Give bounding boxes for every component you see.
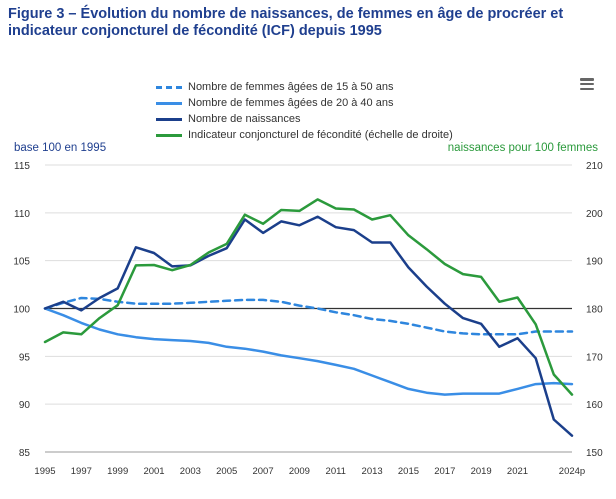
legend-swatch-births [156,117,182,121]
left-tick-label: 115 [14,161,30,172]
right-tick-label: 200 [586,209,603,220]
left-tick-label: 95 [19,352,31,363]
right-tick-label: 180 [586,305,603,316]
left-tick-label: 100 [13,305,30,316]
menu-bar [580,78,594,81]
left-tick-label: 105 [13,257,30,268]
legend-label-births: Nombre de naissances [188,113,301,125]
legend-swatch-icf [156,133,182,137]
x-tick-label: 2003 [180,466,201,477]
right-tick-label: 190 [586,257,603,268]
x-tick-label: 2015 [398,466,419,477]
x-tick-label: 2005 [216,466,237,477]
left-tick-label: 90 [19,400,31,411]
figure-title: Figure 3 – Évolution du nombre de naissa… [8,6,608,40]
legend-item-births[interactable]: Nombre de naissances [156,111,453,127]
right-tick-label: 210 [586,161,603,172]
legend-item-icf[interactable]: Indicateur conjoncturel de fécondité (éc… [156,127,453,143]
x-tick-label: 2013 [362,466,383,477]
x-tick-label: 2021 [507,466,528,477]
series-line-icf [43,198,574,396]
x-tick-label: 1995 [34,466,55,477]
series-line-births [43,215,574,437]
legend-item-women-20-40[interactable]: Nombre de femmes âgées de 20 à 40 ans [156,95,453,111]
right-tick-label: 170 [586,352,603,363]
x-tick-label: 2011 [326,466,346,477]
legend-label-women-15-50: Nombre de femmes âgées de 15 à 50 ans [188,81,394,93]
figure-title-line-1: Figure 3 – Évolution du nombre de naissa… [8,6,564,22]
legend-label-women-20-40: Nombre de femmes âgées de 20 à 40 ans [188,97,394,109]
right-tick-label: 150 [586,448,603,459]
x-tick-label: 2007 [252,466,273,477]
x-tick-label: 1997 [71,466,92,477]
x-tick-label: 2009 [289,466,310,477]
x-tick-label: 2024p [559,466,585,477]
left-tick-label: 110 [14,209,30,220]
right-tick-label: 160 [586,400,603,411]
series-line-women-20-40 [43,307,574,396]
legend-item-women-15-50[interactable]: Nombre de femmes âgées de 15 à 50 ans [156,79,453,95]
menu-bar [580,87,594,90]
x-tick-label: 1999 [107,466,128,477]
chart-legend: Nombre de femmes âgées de 15 à 50 ans No… [156,79,453,143]
x-tick-label: 2019 [471,466,492,477]
figure-title-line-2: indicateur conjoncturel de fécondité (IC… [8,23,382,39]
left-axis-title: base 100 en 1995 [14,142,107,154]
left-tick-label: 85 [19,448,31,459]
menu-bar [580,82,594,86]
series-line-women-15-50 [43,296,574,336]
x-tick-label: 2017 [434,466,455,477]
legend-swatch-women-15-50 [156,85,182,89]
legend-label-icf: Indicateur conjoncturel de fécondité (éc… [188,129,453,141]
x-tick-label: 2001 [143,466,164,477]
legend-swatch-women-20-40 [156,101,182,105]
hamburger-menu-icon[interactable] [580,77,594,91]
right-axis-title: naissances pour 100 femmes [447,142,598,154]
